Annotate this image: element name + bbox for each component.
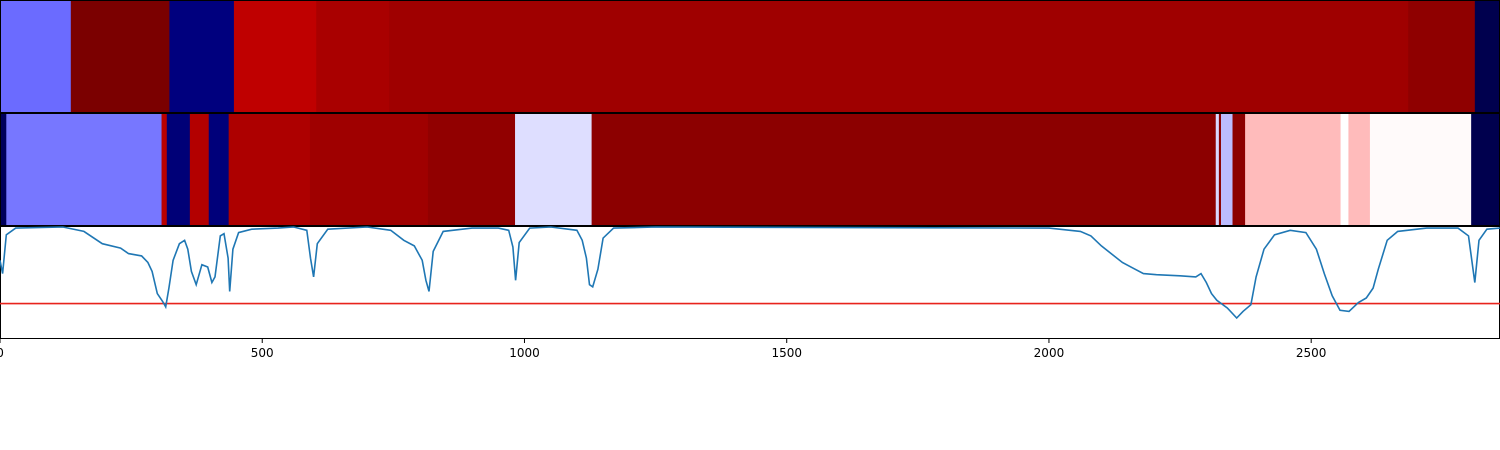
segment-track-1-segment-0: [0, 1, 72, 112]
segment-track-2-segment-2: [161, 114, 168, 225]
segment-track-1-segment-2: [169, 1, 235, 112]
segment-track-2-segment-6: [228, 114, 311, 225]
segment-track-2-segment-5: [208, 114, 230, 225]
segment-track-2-segment-15: [1245, 114, 1342, 225]
line-panel: [0, 226, 1500, 339]
segment-track-2-segment-10: [591, 114, 1217, 225]
segment-track-2-segment-11: [1215, 114, 1220, 225]
segment-track-1-segment-6: [1408, 1, 1476, 112]
x-tick-label-4: 2000: [1034, 346, 1065, 360]
segment-track-2-segment-14: [1232, 114, 1246, 225]
segment-track-2-segment-13: [1220, 114, 1234, 225]
segment-track-2-segment-17: [1348, 114, 1371, 225]
segment-track-2-segment-16: [1340, 114, 1349, 225]
segment-track-1-segment-5: [389, 1, 1409, 112]
x-axis: 0 500 1000 1500 2000 2500: [0, 339, 1326, 360]
segment-track-2-segment-7: [309, 114, 429, 225]
x-tick-label-2: 1000: [509, 346, 540, 360]
x-tick-label-5: 2500: [1296, 346, 1327, 360]
segment-track-2-segment-12: [1218, 114, 1222, 225]
segment-track-2-segment-3: [166, 114, 191, 225]
x-tick-label-1: 500: [251, 346, 274, 360]
segment-track-2: [0, 114, 1500, 225]
series-line: [0, 226, 1500, 320]
line-panel-frame: [0, 226, 1500, 339]
segment-track-2-segment-8: [427, 114, 516, 225]
segment-track-2-segment-18: [1369, 114, 1472, 225]
segment-track-1-segment-7: [1474, 1, 1500, 112]
segment-track-2-segment-0: [0, 114, 7, 225]
segment-track-2-segment-4: [189, 114, 210, 225]
segment-track-2-segment-9: [515, 114, 593, 225]
x-tick-label-0: 0: [0, 346, 4, 360]
segment-track-1-segment-1: [70, 1, 170, 112]
segment-track-1-segment-3: [233, 1, 317, 112]
segment-track-1-segment-4: [316, 1, 390, 112]
segment-track-2-segment-1: [6, 114, 163, 225]
x-tick-label-3: 1500: [771, 346, 802, 360]
segment-track-2-segment-19: [1471, 114, 1500, 225]
segment-track-1: [0, 1, 1500, 112]
